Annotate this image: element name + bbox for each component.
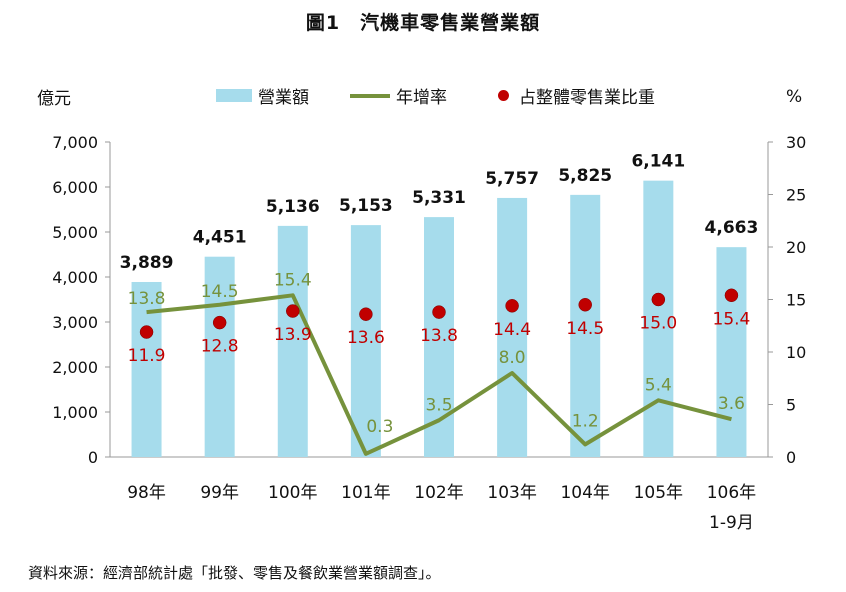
- dot-value-label: 13.9: [274, 325, 312, 345]
- right-axis-unit: %: [786, 87, 803, 107]
- dot-share: [212, 315, 227, 330]
- line-value-label: 13.8: [128, 289, 166, 309]
- bar-revenue: [277, 225, 308, 457]
- dot-value-label: 15.0: [639, 314, 677, 334]
- bar-value-label: 6,141: [631, 152, 685, 172]
- x-tick-label: 104年: [560, 483, 609, 503]
- bar-revenue: [350, 225, 381, 457]
- bar-revenue: [716, 247, 747, 457]
- legend-label-growth: 年增率: [396, 88, 447, 108]
- legend-item-growth: 年增率: [350, 83, 447, 108]
- line-value-label: 1.2: [572, 411, 599, 431]
- left-axis-unit: 億元: [37, 89, 71, 109]
- dot-value-label: 11.9: [128, 346, 166, 366]
- dot-share: [432, 305, 446, 319]
- dot-value-label: 12.8: [201, 337, 239, 357]
- x-tick-label: 102年: [414, 483, 463, 503]
- line-value-label: 8.0: [499, 348, 526, 368]
- dot-share: [578, 298, 592, 312]
- bar-value-label: 5,153: [339, 196, 393, 216]
- line-value-label: 0.3: [366, 417, 393, 437]
- left-tick-label: 7,000: [52, 133, 98, 152]
- left-tick-label: 5,000: [52, 223, 98, 242]
- bar-revenue: [204, 256, 235, 457]
- right-tick-label: 20: [786, 238, 806, 257]
- right-tick-label: 30: [786, 133, 806, 152]
- x-tick-label: 106年 1-9月: [707, 483, 756, 533]
- x-tick-label: 99年: [200, 483, 239, 503]
- dot-share: [286, 304, 300, 318]
- legend-bar-swatch: [216, 89, 252, 102]
- bar-revenue: [424, 217, 454, 457]
- legend-label-revenue: 營業額: [258, 88, 309, 108]
- line-value-label: 15.4: [274, 270, 312, 290]
- line-value-label: 5.4: [645, 375, 672, 395]
- right-tick-label: 25: [786, 186, 806, 205]
- x-tick-label: 105年: [634, 483, 683, 503]
- dot-value-label: 14.4: [493, 320, 531, 340]
- bar-value-label: 5,331: [412, 188, 466, 208]
- dot-share: [651, 292, 666, 307]
- line-value-label: 3.6: [718, 394, 745, 414]
- x-tick-label: 103年: [487, 483, 536, 503]
- bar-value-label: 4,663: [705, 218, 759, 238]
- bar-revenue: [497, 197, 528, 457]
- left-tick-label: 6,000: [52, 178, 98, 197]
- legend-item-share: 占整體零售業比重: [498, 83, 655, 108]
- x-tick-label: 100年: [268, 483, 317, 503]
- right-tick-label: 10: [786, 343, 806, 362]
- legend-label-share: 占整體零售業比重: [519, 88, 655, 108]
- bar-value-label: 4,451: [193, 228, 247, 248]
- right-tick-label: 0: [786, 448, 796, 467]
- dot-value-label: 13.8: [420, 326, 458, 346]
- dot-value-label: 15.4: [713, 309, 751, 329]
- dot-share: [359, 307, 373, 321]
- left-tick-label: 0: [88, 448, 98, 467]
- dot-share: [505, 299, 519, 313]
- dot-share: [139, 325, 154, 339]
- left-tick-label: 3,000: [52, 313, 98, 332]
- bar-value-label: 5,825: [558, 166, 612, 186]
- dot-value-label: 14.5: [566, 319, 604, 339]
- x-tick-label: 98年: [127, 483, 166, 503]
- legend-item-revenue: 營業額: [216, 83, 309, 108]
- left-tick-label: 4,000: [52, 268, 98, 287]
- right-tick-label: 5: [786, 396, 796, 415]
- line-value-label: 3.5: [425, 395, 452, 415]
- bar-value-label: 5,757: [485, 169, 539, 189]
- x-tick-label: 101年: [341, 483, 390, 503]
- legend-line-swatch: [350, 93, 390, 98]
- right-tick-label: 15: [786, 291, 806, 310]
- source-note: 資料來源：經濟部統計處「批發、零售及餐飲業營業額調查」。: [28, 564, 441, 582]
- bar-revenue: [570, 194, 601, 457]
- dot-share: [724, 288, 739, 303]
- dot-value-label: 13.6: [347, 328, 385, 348]
- bar-revenue: [643, 180, 674, 457]
- bar-value-label: 3,889: [120, 253, 174, 273]
- left-tick-label: 1,000: [52, 403, 98, 422]
- line-growth-rate: [146, 293, 732, 456]
- line-value-label: 14.5: [201, 282, 239, 302]
- legend-dot-swatch: [498, 90, 509, 101]
- left-tick-label: 2,000: [52, 358, 98, 377]
- bar-value-label: 5,136: [266, 197, 320, 217]
- chart-title: 圖1 汽機車零售業營業額: [305, 12, 541, 34]
